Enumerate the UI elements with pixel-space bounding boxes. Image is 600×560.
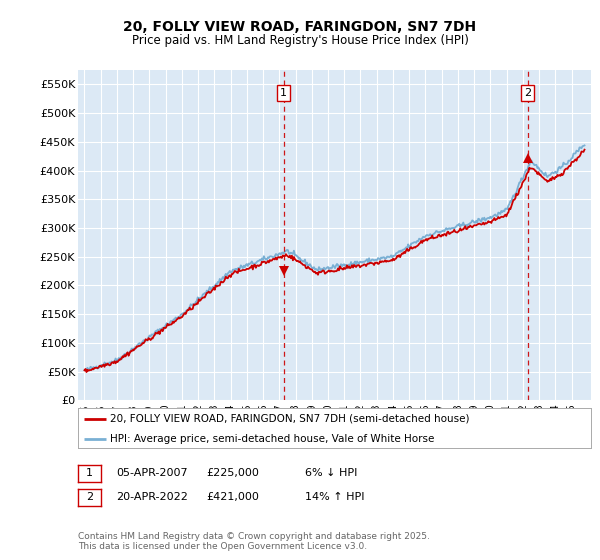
Text: 1: 1	[86, 468, 93, 478]
Text: 2: 2	[524, 88, 531, 98]
Text: 20, FOLLY VIEW ROAD, FARINGDON, SN7 7DH (semi-detached house): 20, FOLLY VIEW ROAD, FARINGDON, SN7 7DH …	[110, 414, 469, 423]
Text: 2: 2	[86, 492, 93, 502]
Text: 05-APR-2007: 05-APR-2007	[116, 468, 187, 478]
Text: £225,000: £225,000	[206, 468, 259, 478]
Text: £421,000: £421,000	[206, 492, 259, 502]
Text: 1: 1	[280, 88, 287, 98]
Text: Contains HM Land Registry data © Crown copyright and database right 2025.
This d: Contains HM Land Registry data © Crown c…	[78, 532, 430, 552]
Text: 14% ↑ HPI: 14% ↑ HPI	[305, 492, 364, 502]
Text: 20-APR-2022: 20-APR-2022	[116, 492, 188, 502]
Text: 6% ↓ HPI: 6% ↓ HPI	[305, 468, 357, 478]
Text: HPI: Average price, semi-detached house, Vale of White Horse: HPI: Average price, semi-detached house,…	[110, 434, 434, 444]
Text: 20, FOLLY VIEW ROAD, FARINGDON, SN7 7DH: 20, FOLLY VIEW ROAD, FARINGDON, SN7 7DH	[124, 20, 476, 34]
Text: Price paid vs. HM Land Registry's House Price Index (HPI): Price paid vs. HM Land Registry's House …	[131, 34, 469, 46]
